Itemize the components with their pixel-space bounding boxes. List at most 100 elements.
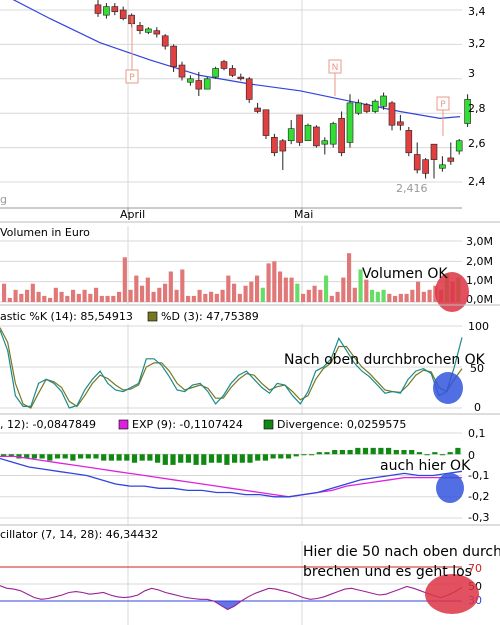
volume-bar bbox=[122, 257, 127, 302]
candle-body bbox=[296, 114, 303, 143]
volume-bar bbox=[312, 285, 317, 302]
macd-highlight bbox=[436, 473, 464, 503]
divergence-bar bbox=[1, 454, 7, 457]
volume-bar bbox=[19, 293, 24, 302]
price-gridlines bbox=[0, 0, 462, 208]
stochastic-tick: 100 bbox=[468, 320, 489, 333]
candle-body bbox=[119, 9, 127, 19]
volume-bar bbox=[71, 289, 76, 302]
candle-body bbox=[178, 64, 186, 78]
volume-bar bbox=[404, 293, 409, 302]
divergence-bar bbox=[139, 454, 145, 461]
divergence-bar bbox=[285, 454, 292, 459]
volume-bar bbox=[197, 289, 202, 302]
signal-marker-p-1: P bbox=[125, 16, 139, 84]
divergence-bar bbox=[54, 454, 61, 459]
divergence-bar bbox=[393, 450, 399, 455]
macd-tick: -0,3 bbox=[468, 511, 489, 524]
volume-bar bbox=[347, 253, 352, 302]
price-axis-ticks: 3,4 3,2 3 2,8 2,6 2,4 bbox=[468, 5, 486, 188]
candle-body bbox=[103, 6, 110, 16]
volume-bar bbox=[180, 269, 185, 302]
candle-body bbox=[212, 68, 219, 78]
volume-bar bbox=[140, 285, 145, 302]
volume-bar bbox=[324, 275, 329, 302]
divergence-bar bbox=[301, 454, 307, 456]
divergence-bar bbox=[262, 454, 268, 461]
oscillator-note-line1: Hier die 50 nach oben durch- bbox=[303, 544, 500, 560]
signal-marker-label: P bbox=[440, 100, 446, 110]
volume-bar bbox=[427, 289, 432, 302]
volume-bar bbox=[421, 291, 426, 302]
volume-bar bbox=[7, 297, 12, 302]
stochastic-k-line bbox=[0, 329, 463, 409]
volume-bar bbox=[128, 289, 133, 302]
oscillator-note-line2: brechen und es geht los bbox=[303, 564, 472, 580]
x-label-april: April bbox=[120, 208, 145, 221]
divergence-bar bbox=[401, 450, 407, 455]
candle-body bbox=[346, 102, 354, 143]
macd-divergence-bars bbox=[1, 447, 461, 465]
divergence-bar bbox=[155, 454, 161, 463]
volume-tick: 1,0M bbox=[466, 274, 493, 287]
candlesticks bbox=[94, 0, 471, 179]
volume-tick: 2,0M bbox=[466, 255, 493, 268]
candle-body bbox=[405, 130, 413, 154]
stochastic-k-label: astic %K (14): 85,54913 bbox=[0, 310, 133, 323]
divergence-bar bbox=[362, 447, 369, 455]
watermark-fragment: g bbox=[0, 193, 7, 206]
candle-body bbox=[229, 68, 236, 76]
oscillator-polyline bbox=[0, 585, 463, 611]
oscillator-panel: cillator (7, 14, 28): 46,34432 70 50 30 … bbox=[0, 528, 500, 625]
divergence-bar bbox=[185, 454, 191, 463]
volume-bar bbox=[117, 291, 122, 302]
volume-bar bbox=[163, 283, 168, 302]
divergence-bar bbox=[208, 454, 215, 463]
volume-bar bbox=[214, 293, 219, 302]
volume-panel-label: Volumen in Euro bbox=[0, 226, 90, 239]
volume-bar bbox=[318, 289, 323, 302]
volume-bar bbox=[232, 283, 237, 302]
oscillator-tick: 70 bbox=[468, 562, 482, 575]
divergence-bar bbox=[270, 454, 276, 459]
stochastic-highlight bbox=[433, 372, 463, 404]
candle-body bbox=[430, 143, 438, 160]
macd-note: auch hier OK bbox=[380, 458, 471, 474]
volume-bar bbox=[329, 295, 334, 302]
volume-bar bbox=[370, 289, 375, 302]
macd-tick: 0 bbox=[468, 449, 475, 462]
divergence-bar bbox=[447, 452, 453, 455]
x-label-mai: Mai bbox=[294, 208, 313, 221]
price-low-annotation: 2,416 bbox=[396, 182, 428, 195]
volume-note: Volumen OK bbox=[362, 266, 448, 282]
volume-bar bbox=[145, 277, 150, 302]
volume-bar bbox=[295, 283, 300, 302]
divergence-bar bbox=[293, 454, 299, 457]
candle-body bbox=[439, 164, 446, 169]
volume-bar bbox=[255, 275, 260, 302]
candle-body bbox=[329, 123, 337, 145]
divergence-bar bbox=[232, 454, 238, 463]
divergence-bar bbox=[278, 454, 284, 459]
candle-body bbox=[397, 121, 404, 126]
volume-bar bbox=[36, 291, 41, 302]
divergence-bar bbox=[386, 447, 392, 455]
volume-bar bbox=[393, 295, 398, 302]
macd-line bbox=[0, 457, 463, 498]
signal-marker-n: N bbox=[328, 59, 342, 96]
divergence-bar bbox=[316, 452, 322, 455]
candle-body bbox=[195, 80, 203, 90]
candle-body bbox=[94, 4, 102, 14]
volume-bar bbox=[364, 279, 369, 302]
volume-bar bbox=[416, 281, 421, 302]
volume-bar bbox=[387, 293, 392, 302]
divergence-bar bbox=[370, 447, 376, 455]
volume-bar bbox=[375, 291, 380, 302]
price-panel: 3,4 3,2 3 2,8 2,6 2,4 P N P 2,416 g Apri… bbox=[0, 0, 500, 223]
candle-body bbox=[237, 76, 245, 80]
oscillator-label: cillator (7, 14, 28): 46,34432 bbox=[0, 528, 158, 541]
volume-bar bbox=[341, 277, 346, 302]
volume-bar bbox=[249, 281, 254, 302]
exp-legend-swatch bbox=[118, 419, 129, 430]
divergence-bar bbox=[93, 454, 99, 459]
